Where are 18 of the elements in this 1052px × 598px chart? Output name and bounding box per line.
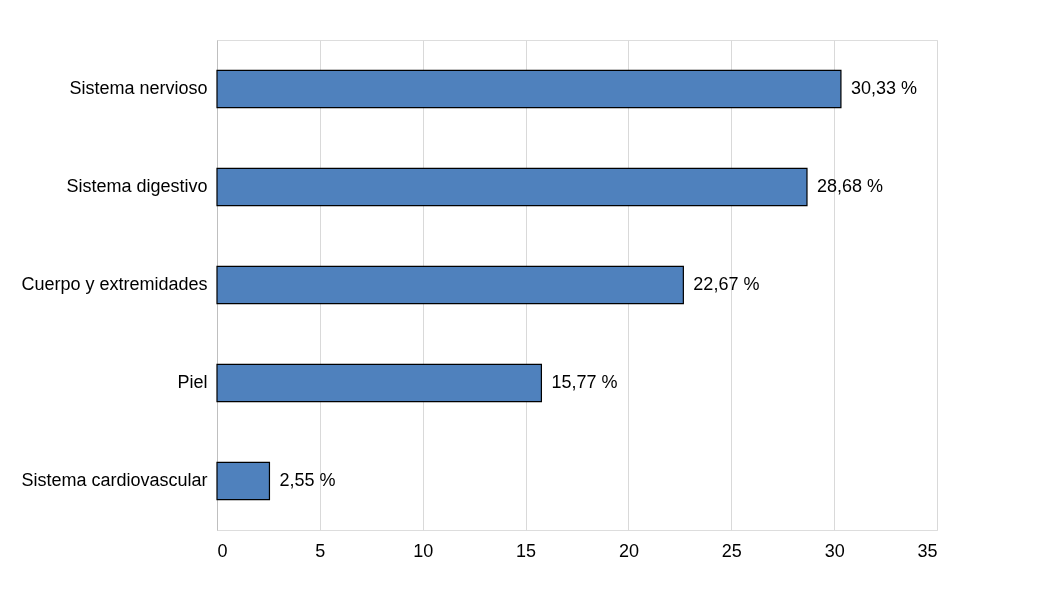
x-tick-label: 30 — [824, 540, 845, 561]
x-tick-label: 0 — [217, 540, 228, 561]
x-tick-label: 20 — [618, 540, 639, 561]
x-tick-label: 10 — [413, 540, 434, 561]
x-tick-label: 15 — [516, 540, 537, 561]
y-tick-label: Sistema digestivo — [66, 176, 208, 196]
y-tick-label: Sistema cardiovascular — [21, 470, 208, 490]
y-tick-label: Sistema nervioso — [69, 78, 208, 98]
x-tick-label: 35 — [917, 540, 938, 561]
data-label: 2,55 % — [279, 470, 336, 490]
y-tick-label: Piel — [177, 372, 208, 392]
x-tick-label: 25 — [721, 540, 742, 561]
data-label: 22,67 % — [693, 274, 760, 294]
x-tick-label: 5 — [315, 540, 326, 561]
data-label: 15,77 % — [551, 372, 618, 392]
data-label: 30,33 % — [850, 78, 917, 98]
data-label: 28,68 % — [816, 176, 884, 196]
y-tick-label: Cuerpo y extremidades — [21, 274, 208, 294]
